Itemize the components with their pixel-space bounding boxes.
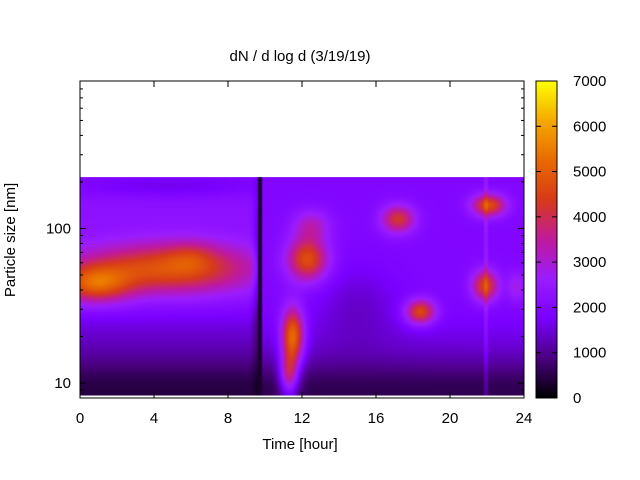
x-axis: 0 4 8 12 16 20 24 [76,81,533,427]
y-axis: 10 100 [46,80,524,399]
x-tick-label: 8 [224,410,232,427]
chart-title: dN / d log d (3/19/19) [230,48,371,65]
y-tick-label: 100 [46,220,71,237]
heatmap-image [80,177,524,396]
colorbar-tick-label: 6000 [573,118,606,135]
colorbar-tick-label: 4000 [573,209,606,226]
y-axis-label: Particle size [nm] [2,183,19,297]
x-tick-label: 4 [150,410,158,427]
x-tick-label: 24 [516,410,533,427]
x-tick-label: 0 [76,410,84,427]
colorbar-tick-label: 2000 [573,299,606,316]
x-tick-label: 20 [442,410,459,427]
x-axis-label: Time [hour] [262,436,337,453]
colorbar-gradient [536,81,557,398]
colorbar-tick-label: 7000 [573,73,606,90]
colorbar-frame [535,80,558,399]
colorbar-tick-label: 3000 [573,254,606,271]
colorbar-tick-label: 5000 [573,164,606,181]
colorbar-tick-label: 1000 [573,345,606,362]
plot-area [79,80,525,399]
colorbar-tick-label: 0 [573,390,581,407]
x-tick-label: 12 [294,410,311,427]
y-tick-label: 10 [54,375,71,392]
x-tick-label: 16 [368,410,385,427]
colorbar: 0 1000 2000 3000 4000 5000 6000 7000 [535,73,606,407]
